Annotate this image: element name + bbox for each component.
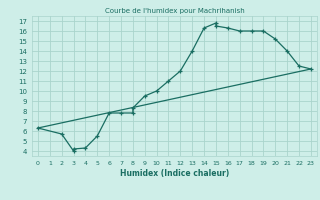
Title: Courbe de l'humidex pour Machrihanish: Courbe de l'humidex pour Machrihanish bbox=[105, 8, 244, 14]
X-axis label: Humidex (Indice chaleur): Humidex (Indice chaleur) bbox=[120, 169, 229, 178]
